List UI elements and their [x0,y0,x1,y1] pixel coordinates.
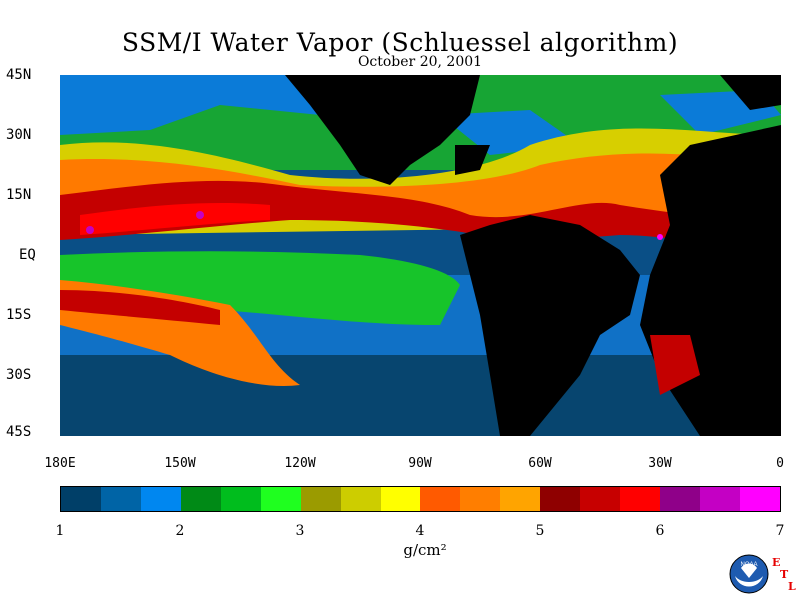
noaa-logo-icon: NOAA [729,554,769,594]
colorbar-swatch [739,487,780,511]
lat-label: 15N [6,187,32,203]
colorbar-swatch [300,487,341,511]
colorbar-swatch [620,487,661,511]
colorbar-swatch [100,487,141,511]
lat-label: 30S [6,367,32,383]
colorbar-tick: 4 [415,523,425,539]
etl-letter: L [788,580,796,593]
colorbar-swatch [700,487,740,511]
colorbar-swatch [260,487,301,511]
lon-label: 150W [164,456,196,471]
colorbar-swatch [140,487,181,511]
lon-label: 180E [44,456,76,471]
colorbar-swatch [220,487,261,511]
colorbar-swatch [180,487,221,511]
colorbar-swatch [61,487,101,511]
colorbar-swatch [580,487,621,511]
lon-label: 60W [528,456,552,471]
colorbar-tick: 6 [655,523,665,539]
colorbar-swatch [540,487,581,511]
colorbar-swatch [340,487,381,511]
colorbar-swatch [460,487,501,511]
lon-label: 0 [776,456,784,471]
colorbar-swatch [380,487,421,511]
colorbar-tick: 1 [55,523,65,539]
map-title: SSM/I Water Vapor (Schluessel algorithm) [121,28,679,57]
etl-letter: T [780,568,789,581]
lon-label: 90W [408,456,432,471]
lat-label: 15S [6,307,32,323]
lat-label: 45N [6,67,32,83]
colorbar-units: g/cm² [403,541,447,559]
lat-label: 30N [6,127,32,143]
colorbar-tick: 2 [175,523,185,539]
lon-label: 120W [284,456,316,471]
map-date: October 20, 2001 [357,54,483,70]
lat-label: 45S [6,424,32,440]
colorbar-tick: 5 [535,523,545,539]
etl-letter: E [772,556,781,569]
water-vapor-map [60,75,781,436]
lat-label: EQ [19,247,36,263]
colorbar [60,486,781,512]
colorbar-swatch [420,487,461,511]
svg-text:NOAA: NOAA [740,562,757,568]
colorbar-swatch [660,487,700,511]
colorbar-swatch [500,487,541,511]
lon-label: 30W [648,456,672,471]
colorbar-tick: 3 [295,523,305,539]
colorbar-tick: 7 [775,523,785,539]
